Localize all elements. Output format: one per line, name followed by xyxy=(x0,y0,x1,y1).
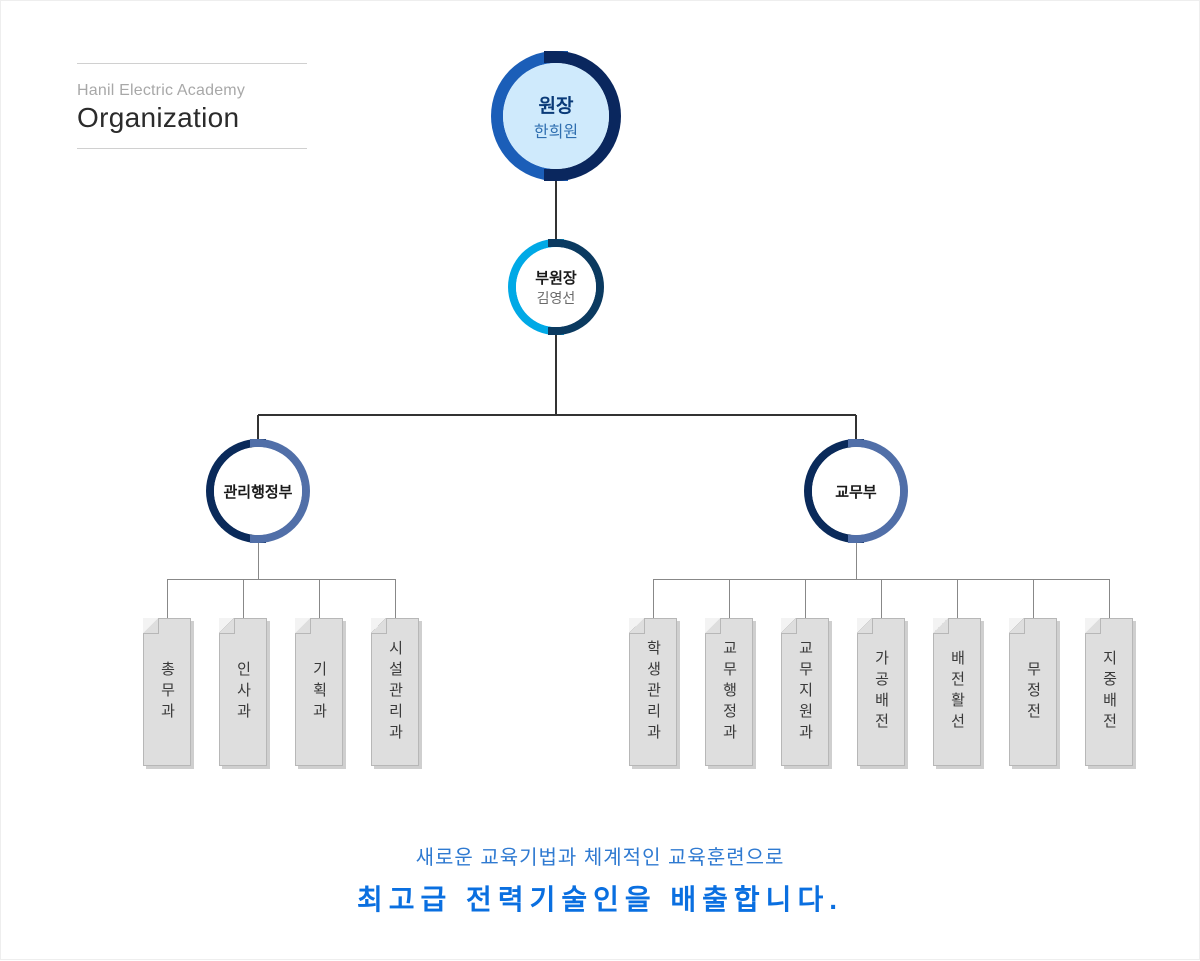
connector-line xyxy=(555,335,557,415)
connector-line xyxy=(855,415,857,439)
node-label: 관리행정부 xyxy=(223,481,292,502)
connector-line xyxy=(258,543,259,579)
leaf-label: 학생관리과 xyxy=(643,640,664,745)
node-role: 원장 xyxy=(539,91,574,118)
connector-line xyxy=(167,579,168,618)
org-node-inner: 원장한희원 xyxy=(503,63,609,169)
org-leaf: 가공배전 xyxy=(857,618,905,766)
org-leaf: 교무지원과 xyxy=(781,618,829,766)
org-node-inner: 부원장김영선 xyxy=(516,247,596,327)
org-node-inner: 교무부 xyxy=(812,447,900,535)
connector-line xyxy=(856,543,857,579)
leaf-label: 시설관리과 xyxy=(385,640,406,745)
connector-line xyxy=(555,181,557,239)
fold-corner-icon xyxy=(219,618,235,634)
connector-line xyxy=(653,579,654,618)
connector-line xyxy=(395,579,396,618)
org-leaf: 배전활선 xyxy=(933,618,981,766)
connector-line xyxy=(319,579,320,618)
node-name: 한희원 xyxy=(534,118,578,142)
org-leaf: 시설관리과 xyxy=(371,618,419,766)
org-leaf: 인사과 xyxy=(219,618,267,766)
org-leaf: 교무행정과 xyxy=(705,618,753,766)
connector-line xyxy=(167,579,395,580)
leaf-label: 총무과 xyxy=(157,661,178,724)
fold-corner-icon xyxy=(629,618,645,634)
org-leaf: 학생관리과 xyxy=(629,618,677,766)
org-leaf: 지중배전 xyxy=(1085,618,1133,766)
org-leaf: 무정전 xyxy=(1009,618,1057,766)
connector-line xyxy=(258,414,856,416)
slogan-line-2: 최고급 전력기술인을 배출합니다. xyxy=(1,878,1199,918)
connector-line xyxy=(957,579,958,618)
org-leaf: 기획과 xyxy=(295,618,343,766)
connector-line xyxy=(257,415,259,439)
slogan-line-1: 새로운 교육기법과 체계적인 교육훈련으로 xyxy=(1,841,1199,870)
leaf-label: 인사과 xyxy=(233,661,254,724)
leaf-label: 교무지원과 xyxy=(795,640,816,745)
node-label: 교무부 xyxy=(835,481,876,502)
leaf-label: 지중배전 xyxy=(1099,650,1120,734)
fold-corner-icon xyxy=(705,618,721,634)
fold-corner-icon xyxy=(1009,618,1025,634)
fold-corner-icon xyxy=(933,618,949,634)
connector-line xyxy=(729,579,730,618)
node-name: 김영선 xyxy=(537,288,576,308)
org-node-inner: 관리행정부 xyxy=(214,447,302,535)
leaf-label: 배전활선 xyxy=(947,650,968,734)
fold-corner-icon xyxy=(857,618,873,634)
fold-corner-icon xyxy=(295,618,311,634)
leaf-label: 기획과 xyxy=(309,661,330,724)
leaf-label: 가공배전 xyxy=(871,650,892,734)
leaf-label: 무정전 xyxy=(1023,661,1044,724)
slogan: 새로운 교육기법과 체계적인 교육훈련으로 최고급 전력기술인을 배출합니다. xyxy=(1,841,1199,918)
org-chart: 원장한희원부원장김영선관리행정부총무과 인사과 기획과 시설관리과 교무부학생관리과 교무… xyxy=(1,1,1200,961)
fold-corner-icon xyxy=(781,618,797,634)
fold-corner-icon xyxy=(143,618,159,634)
connector-line xyxy=(881,579,882,618)
connector-line xyxy=(1033,579,1034,618)
node-role: 부원장 xyxy=(535,267,576,288)
connector-line xyxy=(805,579,806,618)
connector-line xyxy=(243,579,244,618)
org-leaf: 총무과 xyxy=(143,618,191,766)
connector-line xyxy=(1109,579,1110,618)
leaf-label: 교무행정과 xyxy=(719,640,740,745)
fold-corner-icon xyxy=(371,618,387,634)
fold-corner-icon xyxy=(1085,618,1101,634)
